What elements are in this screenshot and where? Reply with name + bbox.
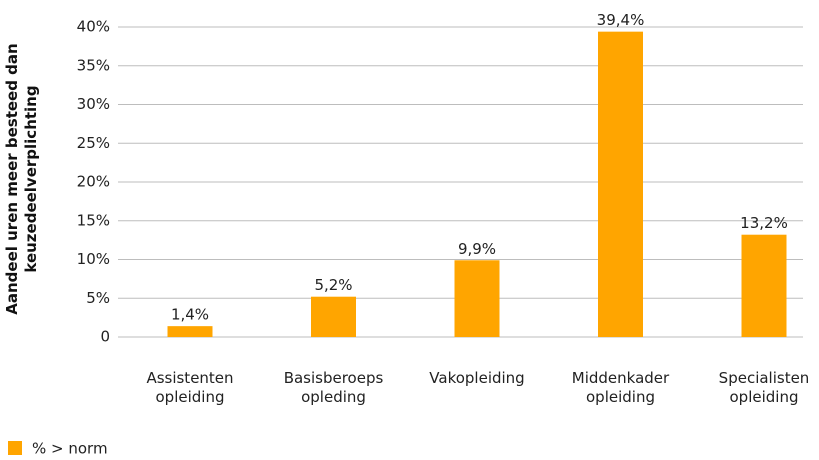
bar	[741, 234, 787, 337]
x-tick-label: Assistenten opleiding	[146, 369, 234, 406]
x-tick-label: Middenkader opleiding	[571, 369, 670, 406]
data-label: 5,2%	[314, 276, 352, 294]
x-tick-label: Vakopleiding	[429, 369, 525, 387]
x-tick-label: Basisberoeps opleding	[283, 369, 384, 406]
data-label: 13,2%	[740, 214, 788, 232]
y-tick-label: 10%	[77, 250, 110, 268]
data-label: 1,4%	[171, 306, 209, 324]
y-tick-label: 40%	[77, 18, 110, 36]
x-tick-label: Specialisten opleiding	[718, 369, 810, 406]
legend-label: % > norm	[32, 440, 108, 458]
y-tick-label: 20%	[77, 173, 110, 191]
y-tick-label: 30%	[77, 95, 110, 113]
y-tick-label: 5%	[86, 289, 110, 307]
y-tick-label: 35%	[77, 56, 110, 74]
bar	[598, 31, 643, 338]
y-tick-label: 15%	[77, 211, 110, 229]
y-tick-label: 0	[100, 328, 110, 346]
bar	[454, 260, 500, 337]
y-axis-label: Aandeel uren meer besteed dan keuzedeelv…	[3, 43, 40, 315]
y-tick-label: 25%	[77, 134, 110, 152]
legend-swatch	[8, 441, 22, 455]
bar	[311, 296, 356, 337]
bar	[167, 326, 213, 337]
data-label: 39,4%	[597, 11, 645, 29]
data-label: 9,9%	[458, 240, 496, 258]
